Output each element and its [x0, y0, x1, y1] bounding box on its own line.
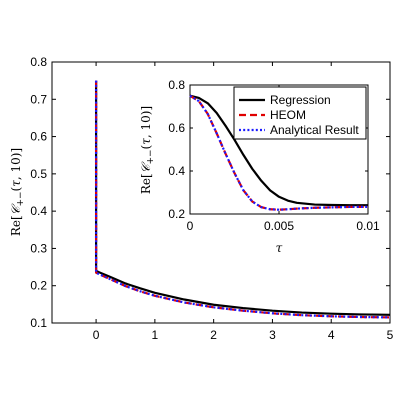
inset-y-ticks: 0.2 0.4 0.6 0.8 [168, 78, 368, 221]
x-tick-label: 0 [187, 219, 194, 233]
main-series-heom [94, 80, 391, 319]
x-tick-label: 5 [387, 328, 394, 342]
x-tick-label: 2 [210, 328, 217, 342]
x-tick-label: 4 [328, 328, 335, 342]
x-tick-label: 3 [269, 328, 276, 342]
x-tick-label: 0 [93, 328, 100, 342]
y-tick-label: 0.2 [168, 207, 185, 221]
inset-series-regression [189, 94, 368, 207]
y-tick-label: 0.8 [30, 55, 47, 69]
y-tick-label: 0.4 [30, 204, 47, 218]
legend-entry-label: Analytical Result [270, 123, 359, 137]
y-tick-label: 0.2 [30, 279, 47, 293]
main-y-ticks: 0.1 0.2 0.3 0.4 0.5 0.6 0.7 0.8 [30, 55, 390, 330]
x-tick-label: 1 [152, 328, 159, 342]
y-tick-label: 0.1 [30, 316, 47, 330]
y-tick-label: 0.6 [30, 130, 47, 144]
y-tick-label: 0.4 [168, 164, 185, 178]
main-y-axis-label: Re[𝒞+−(τ, 10)] [9, 148, 26, 236]
inset-x-ticks: 0 0.005 0.01 [187, 85, 380, 233]
y-tick-label: 0.3 [30, 241, 47, 255]
x-tick-label: 0.005 [264, 219, 294, 233]
inset-series-analytical-result [189, 94, 368, 211]
main-series-regression [94, 80, 391, 316]
y-tick-label: 0.7 [30, 92, 47, 106]
y-tick-label: 0.5 [30, 167, 47, 181]
inset-x-axis-label: τ [276, 241, 283, 255]
main-x-ticks: 0 1 2 3 4 5 [93, 62, 394, 342]
y-tick-label: 0.6 [168, 121, 185, 135]
y-tick-label: 0.8 [168, 78, 185, 92]
legend-entry-label: HEOM [270, 108, 306, 122]
main-series [94, 80, 391, 319]
inset-series [189, 94, 368, 211]
inset-axes: 0 0.005 0.01 0.20.40.60.8 Re[𝒞+−(τ, 10)] τ… [139, 78, 380, 255]
legend-entry-label: Regression [270, 93, 331, 107]
x-tick-label: 0.01 [356, 219, 380, 233]
